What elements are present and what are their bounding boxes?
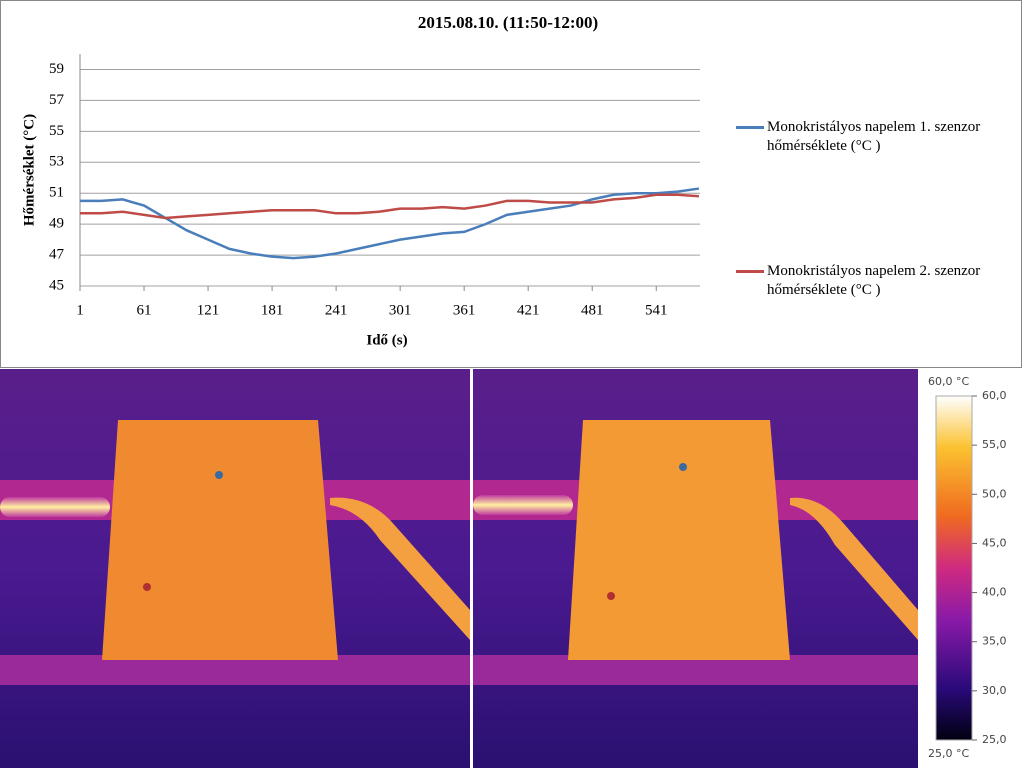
y-tick-label: 49 (49, 216, 64, 232)
y-tick-label: 45 (49, 277, 64, 293)
y-tick-label: 55 (49, 123, 64, 139)
legend-swatch (736, 270, 764, 273)
thermal-images (0, 369, 1024, 768)
y-tick-label: 53 (49, 154, 64, 170)
x-tick-label: 61 (137, 302, 152, 318)
legend-swatch (736, 126, 764, 129)
x-tick-label: 421 (517, 302, 540, 318)
y-tick-label: 47 (49, 247, 65, 263)
y-tick-label: 57 (49, 92, 65, 108)
x-tick-label: 481 (581, 302, 604, 318)
x-tick-label: 301 (389, 302, 412, 318)
legend-label: Monokristályos napelem 1. szenzor hőmérs… (767, 119, 981, 154)
scale-tick-label: 35,0 (982, 635, 1007, 648)
scale-tick-label: 40,0 (982, 586, 1007, 599)
legend-item: Monokristályos napelem 1. szenzor hőmérs… (736, 118, 1016, 156)
x-tick-label: 361 (453, 302, 476, 318)
x-tick-label: 541 (645, 302, 668, 318)
scale-tick-label: 50,0 (982, 487, 1007, 500)
scale-tick-label: 55,0 (982, 438, 1007, 451)
y-tick-label: 51 (49, 185, 64, 201)
legend-label: Monokristályos napelem 2. szenzor hőmérs… (767, 263, 981, 298)
x-axis-label: Idő (s) (366, 332, 407, 348)
y-tick-label: 59 (49, 61, 64, 77)
series-line (80, 187, 700, 260)
scale-max-label: 60,0 °C (928, 375, 969, 388)
legend-item: Monokristályos napelem 2. szenzor hőmérs… (736, 262, 1016, 300)
scale-tick-label: 60,0 (982, 389, 1007, 402)
series-line (80, 193, 700, 220)
scale-tick-label: 25,0 (982, 733, 1007, 746)
chart-border (0, 0, 1022, 368)
scale-tick-label: 30,0 (982, 684, 1007, 697)
chart-title: 2015.08.10. (11:50-12:00) (418, 13, 598, 32)
x-tick-label: 1 (76, 302, 84, 318)
x-tick-label: 181 (261, 302, 284, 318)
x-tick-label: 121 (197, 302, 220, 318)
y-axis-label: Hőmérséklet (°C) (21, 114, 37, 226)
scale-min-label: 25,0 °C (928, 747, 969, 760)
x-tick-label: 241 (325, 302, 348, 318)
scale-tick-label: 45,0 (982, 536, 1007, 549)
